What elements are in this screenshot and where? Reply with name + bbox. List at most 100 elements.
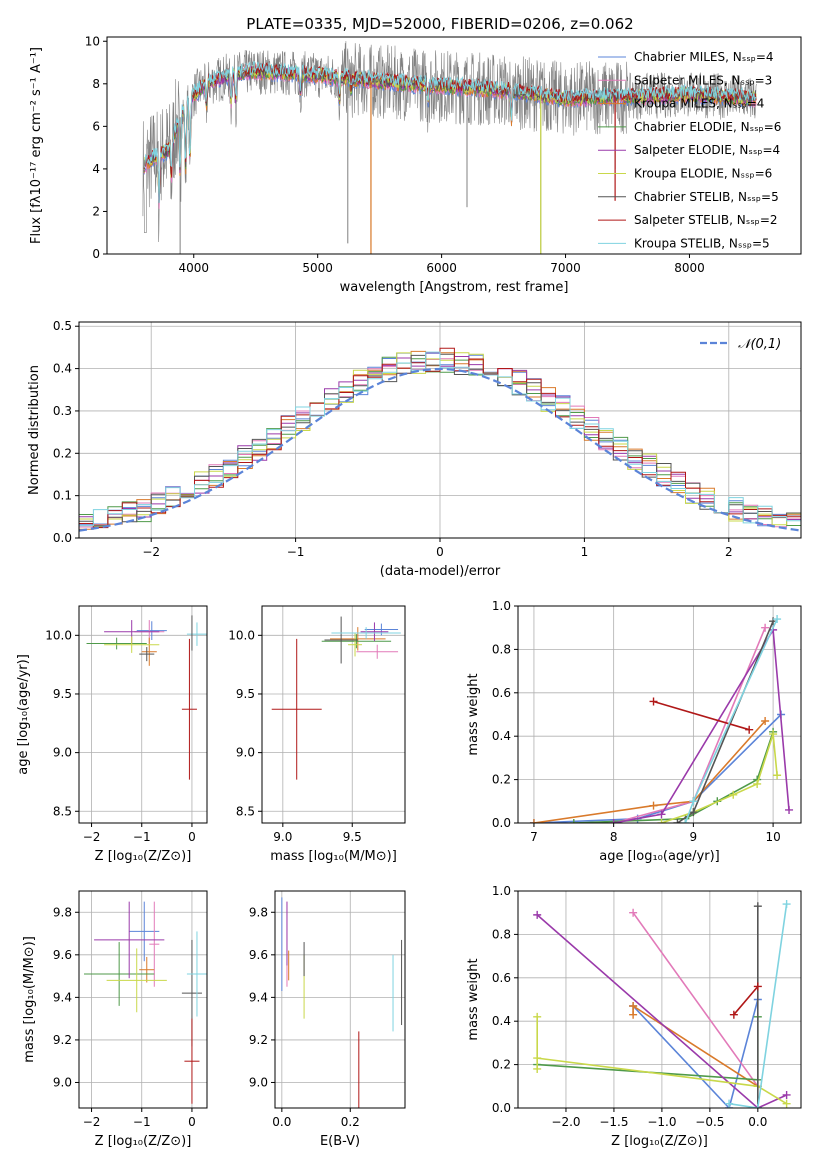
legend: 𝒩(0,1) — [700, 337, 781, 352]
legend-label: Salpeter STELIB, Nₛₛₚ=2 — [634, 213, 778, 227]
point-sm — [761, 623, 770, 632]
y-tick-label: 2 — [92, 204, 100, 218]
panel-1: −2 −1 0 1 2 0.0 0.1 0.2 0.3 0.4 0.5 (data-model)/er… — [27, 319, 802, 579]
y-tick-label: 10 — [85, 34, 100, 48]
point-ks — [753, 1104, 762, 1108]
point-ks — [725, 1099, 734, 1108]
y-tick-label: 1.0 — [492, 884, 511, 898]
y-tick-label: 9.6 — [249, 948, 268, 962]
y-axis-label: mass weight — [466, 958, 481, 1040]
model-spectrum-ks — [143, 60, 757, 203]
y-tick-label: 8.5 — [236, 804, 255, 818]
y-tick-label: 9.4 — [249, 990, 268, 1004]
panel-3: 9.0 9.5 8.5 9.0 9.5 10.0 mass [log₁₀(M/M⊙)] — [228, 605, 406, 864]
y-tick-label: 0.3 — [53, 404, 72, 418]
y-tick-label: 9.0 — [236, 746, 255, 760]
y-tick-label: 0.6 — [492, 686, 511, 700]
panel-5: −2 −1 0 9.0 9.2 9.4 9.6 9.8 Z [log₁₀(Z/Z⊙)] mass … — [22, 890, 208, 1149]
x-tick-label: 6000 — [426, 261, 457, 275]
y-tick-label: 0.0 — [492, 816, 511, 830]
x-axis-label: Z [log₁₀(Z/Z⊙)] — [611, 1134, 708, 1149]
axes-frame — [274, 890, 406, 1109]
x-tick-label: 7000 — [550, 261, 581, 275]
x-axis-label: E(B-V) — [320, 1134, 360, 1149]
histogram-ks — [79, 351, 801, 527]
x-axis-label: age [log₁₀(age/yr)] — [599, 849, 720, 864]
y-tick-label: 0.0 — [53, 531, 72, 545]
point-cs — [753, 902, 762, 911]
panel-0: 4000 5000 6000 7000 8000 0 2 4 6 8 10 wavelength [A… — [29, 34, 802, 295]
x-tick-label: 0 — [188, 830, 196, 844]
y-tick-label: 0.2 — [492, 773, 511, 787]
y-tick-label: 0 — [92, 247, 100, 261]
point-ke — [533, 1012, 542, 1021]
point-ks — [782, 900, 791, 909]
point-ke — [753, 779, 762, 788]
series-ss — [653, 700, 750, 731]
y-tick-label: 0.8 — [492, 927, 511, 941]
data-spectrum — [142, 41, 757, 243]
x-tick-label: −1 — [133, 1115, 151, 1129]
histogram-ce — [79, 356, 801, 527]
y-tick-label: 0.2 — [53, 446, 72, 460]
legend-label: Kroupa MILES, Nₛₛₚ=4 — [634, 97, 764, 111]
series-km — [533, 720, 766, 823]
legend-label: Kroupa STELIB, Nₛₛₚ=5 — [634, 236, 770, 250]
axes-frame — [106, 36, 802, 255]
series-km — [632, 1004, 759, 1087]
x-tick-label: 4000 — [178, 261, 209, 275]
y-tick-label: 8.5 — [53, 804, 72, 818]
x-tick-label: 0.0 — [748, 1115, 767, 1129]
x-tick-label: −1 — [287, 545, 305, 559]
x-tick-label: 0.0 — [272, 1115, 291, 1129]
legend-label: Chabrier MILES, Nₛₛₚ=4 — [634, 50, 774, 64]
x-tick-label: −0.5 — [695, 1115, 724, 1129]
y-axis-label: mass weight — [466, 673, 481, 755]
y-tick-label: 9.2 — [53, 1033, 72, 1047]
x-axis-label: Z [log₁₀(Z/Z⊙)] — [95, 849, 192, 864]
point-km — [529, 819, 538, 823]
point-ss — [745, 725, 754, 734]
x-tick-label: 8 — [610, 830, 618, 844]
series-cm — [632, 999, 759, 1108]
plot-area — [281, 897, 403, 1108]
point-ks — [689, 797, 698, 806]
series-sm — [632, 912, 759, 1087]
series-ce — [537, 1016, 759, 1081]
point-ks — [681, 819, 690, 823]
series-se — [536, 914, 787, 1108]
point-km — [629, 1010, 638, 1019]
x-tick-label: −2 — [142, 545, 160, 559]
y-tick-label: 9.8 — [249, 905, 268, 919]
point-km — [629, 1002, 638, 1011]
point-cs — [673, 819, 682, 823]
plot-area — [84, 901, 207, 1104]
y-tick-label: 0.2 — [492, 1058, 511, 1072]
point-km — [761, 717, 770, 726]
panel-6: 0.0 0.2 9.0 9.2 9.4 9.6 9.8 E(B-V) — [249, 890, 406, 1149]
y-tick-label: 9.5 — [53, 687, 72, 701]
x-tick-label: 0 — [436, 545, 444, 559]
y-tick-label: 9.0 — [53, 1075, 72, 1089]
y-tick-label: 10.0 — [228, 628, 255, 642]
y-tick-label: 9.8 — [53, 905, 72, 919]
point-ke — [657, 819, 666, 823]
series-sm — [613, 627, 766, 823]
point-ke — [782, 1099, 791, 1108]
series-ke — [661, 733, 778, 823]
point-ke — [533, 1054, 542, 1063]
point-ks — [773, 615, 782, 624]
plot-area — [86, 615, 207, 780]
point-cs — [689, 808, 698, 817]
x-axis-label: (data-model)/error — [380, 564, 501, 579]
x-tick-label: −1.0 — [647, 1115, 676, 1129]
point-se — [609, 819, 618, 823]
panel-4: 7 8 9 10 0.0 0.2 0.4 0.6 0.8 1.0 age [log₁₀(age/yr… — [466, 599, 802, 864]
point-ke — [769, 730, 778, 739]
y-tick-label: 0.1 — [53, 489, 72, 503]
y-axis-label: Normed distribution — [27, 365, 42, 495]
x-tick-label: 0.2 — [341, 1115, 360, 1129]
plot-area — [529, 615, 794, 823]
x-tick-label: 7 — [530, 830, 538, 844]
